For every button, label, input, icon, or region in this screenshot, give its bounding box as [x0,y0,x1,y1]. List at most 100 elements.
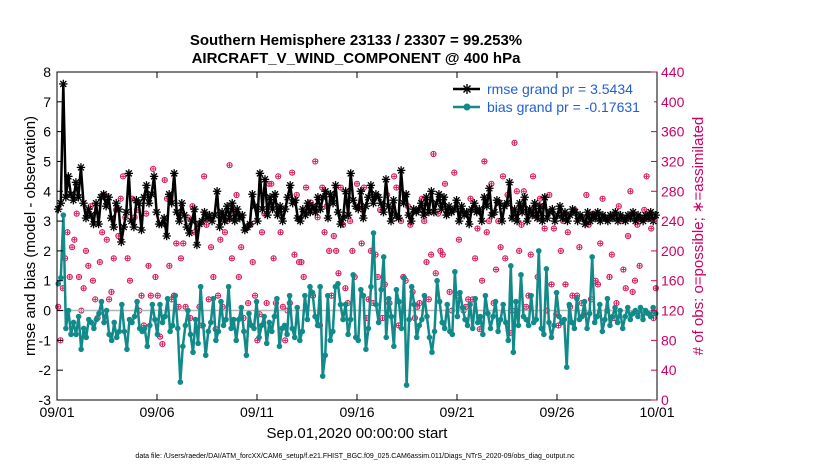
rmse-point [74,193,83,202]
bias-point [609,313,616,320]
bias-point [146,322,153,329]
bias-point [119,301,125,308]
rmse-point [56,199,65,208]
obs-count-marker [279,303,286,310]
obs-count-marker [124,255,131,262]
bias-point [154,331,161,338]
rmse-point [250,201,260,211]
rmse-point [396,166,406,175]
rmse-point [210,210,219,220]
rmse-point [71,178,81,187]
rmse-point [172,207,181,217]
bias-point [647,313,654,320]
bias-point [182,322,189,329]
obs-count-marker [597,240,604,247]
bias-point [614,319,621,326]
obs-count-marker [416,299,423,307]
bias-point [599,328,606,335]
y-tick-label: 1 [43,273,51,289]
bias-point [276,343,283,350]
rmse-point [177,199,186,208]
obs-count-marker [335,270,342,277]
bias-point [284,331,290,338]
bias-point [241,328,247,335]
rmse-point [296,216,305,226]
rmse-point [192,240,202,250]
obs-count-marker [251,292,259,299]
rmse-point [555,201,565,211]
obs-count-marker [210,273,217,281]
rmse-point [434,190,444,199]
rmse-point [464,219,474,229]
bias-point [571,325,578,332]
bias-point [263,340,270,347]
bias-point [296,337,303,344]
rmse-point [553,210,562,220]
obs-count-marker [472,255,479,262]
bias-point [258,322,265,329]
bias-point [543,266,550,272]
obs-count-marker [562,281,569,288]
obs-count-marker [439,251,446,258]
rmse-point [104,193,113,202]
y2-tick-label: 0 [661,392,669,408]
bias-point [378,286,384,293]
bias-point [355,337,362,344]
bias-point [441,325,448,332]
rmse-point [366,181,376,190]
bias-point [579,313,585,320]
obs-count-marker [263,299,270,307]
bias-point [299,328,306,335]
bias-point [365,325,372,332]
obs-count-marker [518,221,525,228]
obs-count-marker [390,173,398,180]
rmse-point [364,193,373,202]
rmse-point [540,193,550,202]
obs-count-marker [627,188,634,195]
bias-point [383,334,390,341]
bias-point [65,307,72,314]
bias-point [225,283,232,290]
bias-point [162,313,168,320]
bias-point [604,295,611,302]
rmse-point [69,196,78,205]
obs-count-marker [511,139,518,146]
bias-point [528,292,534,299]
bias-point [632,307,639,314]
rmse-point [376,199,386,208]
rmse-point [490,207,499,217]
obs-count-marker [143,210,150,217]
obs-count-marker [75,273,83,281]
rmse-point [389,196,398,205]
bias-point [269,328,275,335]
obs-count-marker [166,262,173,269]
obs-count-marker [92,296,99,303]
rmse-point [64,172,73,181]
obs-count-marker [465,296,472,303]
obs-count-marker [446,288,453,296]
rmse-point [429,207,439,217]
obs-count-marker [548,281,555,288]
obs-count-marker [342,285,349,292]
bias-point [322,352,329,359]
rmse-point [170,169,179,178]
obs-count-marker [520,188,527,195]
rmse-point [361,201,371,211]
rmse-point [359,213,368,223]
obs-count-marker [89,277,97,284]
rmse-point [454,216,464,226]
rmse-point [535,201,544,211]
obs-count-marker [641,206,648,214]
bias-point [523,316,529,323]
bias-point [218,298,224,305]
obs-count-marker [455,236,463,243]
rmse-point [270,190,280,199]
bias-point [515,322,522,329]
legend-marker-bias [463,103,471,111]
bias-point [177,379,184,385]
rmse-point [280,204,290,214]
rmse-point [512,216,522,226]
rmse-point [162,231,171,241]
bias-point [561,316,568,323]
rmse-point [109,222,118,232]
